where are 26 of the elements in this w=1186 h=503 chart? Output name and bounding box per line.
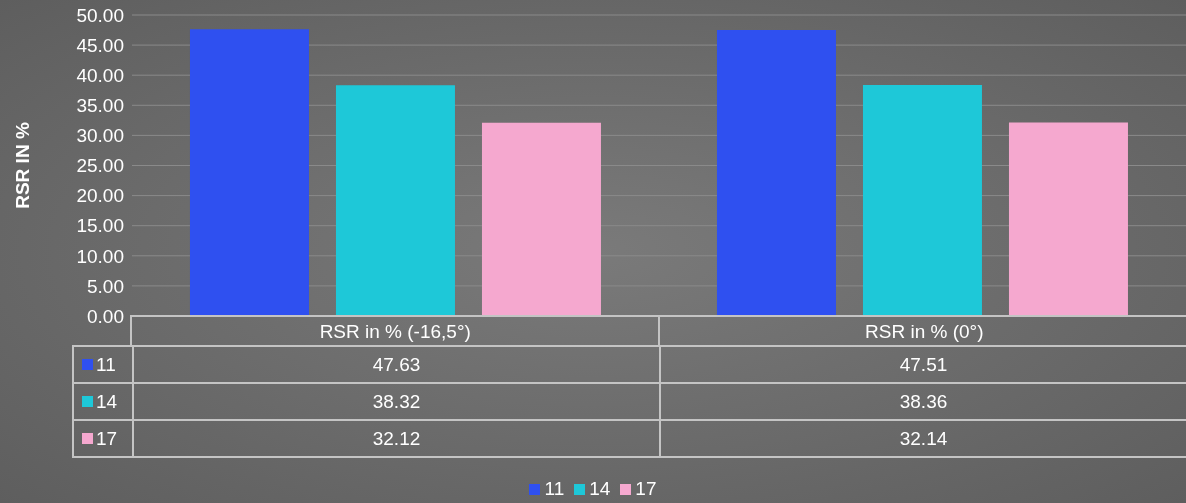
legend-label: 14 — [589, 478, 611, 500]
data-label: 47.51 — [660, 346, 1186, 383]
data-label: 38.32 — [133, 383, 660, 420]
y-tick-label: 30.00 — [76, 125, 124, 147]
data-label: 32.12 — [133, 420, 660, 457]
y-tick-label: 45.00 — [76, 34, 124, 56]
y-tick-label: 40.00 — [76, 64, 124, 86]
legend-label: 11 — [96, 353, 116, 376]
y-tick-label: 5.00 — [87, 275, 124, 297]
text: 17 — [96, 427, 118, 449]
y-tick-label: 20.00 — [76, 185, 124, 207]
x-tick-label: RSR in % (-16,5°) — [131, 316, 660, 347]
y-tick-label: 35.00 — [76, 95, 124, 117]
text: 11 — [544, 478, 565, 499]
legend-label: 17 — [635, 478, 657, 500]
data-label: 47.63 — [133, 346, 660, 383]
y-tick-label: 10.00 — [76, 245, 124, 267]
y-tick-label: 50.00 — [76, 4, 124, 26]
y-tick-label: 0.00 — [87, 305, 124, 327]
data-label: 32.14 — [660, 420, 1186, 457]
y-tick-label: 15.00 — [76, 215, 124, 237]
data-label: 38.36 — [660, 383, 1186, 420]
text: 14 — [96, 390, 118, 412]
y-axis-title: RSR IN % — [11, 122, 33, 209]
x-tick-label: RSR in % (0°) — [659, 316, 1186, 347]
y-tick-label: 25.00 — [76, 155, 124, 177]
